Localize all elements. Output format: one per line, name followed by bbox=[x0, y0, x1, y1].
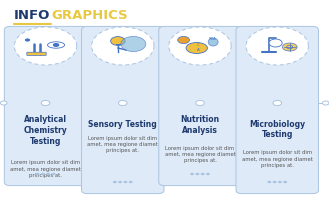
Text: Lorem ipsum dolor sit dim
amet, mea regione diamet
principes at.: Lorem ipsum dolor sit dim amet, mea regi… bbox=[10, 160, 81, 178]
Circle shape bbox=[113, 181, 117, 183]
Circle shape bbox=[283, 181, 287, 183]
Circle shape bbox=[118, 100, 127, 106]
Ellipse shape bbox=[208, 38, 218, 46]
Circle shape bbox=[190, 173, 194, 175]
Circle shape bbox=[41, 173, 45, 175]
Circle shape bbox=[273, 100, 282, 106]
Text: Lorem ipsum dolor sit dim
amet, mea regione diamet
principes at.: Lorem ipsum dolor sit dim amet, mea regi… bbox=[242, 150, 313, 168]
Circle shape bbox=[273, 181, 277, 183]
Ellipse shape bbox=[282, 43, 297, 51]
Text: Microbiology
Testing: Microbiology Testing bbox=[249, 120, 305, 139]
Circle shape bbox=[118, 181, 122, 183]
Circle shape bbox=[25, 38, 30, 42]
Circle shape bbox=[41, 100, 50, 106]
FancyBboxPatch shape bbox=[236, 26, 318, 194]
Circle shape bbox=[111, 37, 125, 45]
Text: Analytical
Chemistry
Testing: Analytical Chemistry Testing bbox=[24, 115, 67, 146]
Circle shape bbox=[14, 27, 77, 65]
Circle shape bbox=[267, 181, 271, 183]
Circle shape bbox=[201, 173, 205, 175]
Text: Nutrition
Analysis: Nutrition Analysis bbox=[180, 115, 219, 135]
Text: Lorem ipsum dolor sit dim
amet, mea regione diamet
principes at.: Lorem ipsum dolor sit dim amet, mea regi… bbox=[164, 146, 236, 163]
Ellipse shape bbox=[186, 43, 207, 53]
Circle shape bbox=[278, 181, 282, 183]
Text: INFO: INFO bbox=[13, 9, 50, 22]
Circle shape bbox=[91, 27, 154, 65]
Ellipse shape bbox=[47, 42, 64, 48]
Circle shape bbox=[206, 173, 210, 175]
Circle shape bbox=[51, 173, 55, 175]
Circle shape bbox=[178, 36, 190, 44]
FancyBboxPatch shape bbox=[159, 26, 241, 186]
FancyBboxPatch shape bbox=[82, 26, 164, 194]
Text: Lorem ipsum dolor sit dim
amet, mea regione diamet
principes at.: Lorem ipsum dolor sit dim amet, mea regi… bbox=[88, 136, 158, 153]
Text: C
A: C A bbox=[197, 43, 200, 52]
Circle shape bbox=[269, 39, 282, 47]
Circle shape bbox=[46, 173, 50, 175]
Circle shape bbox=[129, 181, 133, 183]
Circle shape bbox=[121, 36, 146, 52]
Circle shape bbox=[195, 173, 199, 175]
Text: Sensory Testing: Sensory Testing bbox=[89, 120, 157, 129]
Circle shape bbox=[246, 27, 309, 65]
FancyBboxPatch shape bbox=[4, 26, 87, 186]
Circle shape bbox=[123, 181, 127, 183]
Circle shape bbox=[169, 27, 231, 65]
Circle shape bbox=[53, 43, 59, 47]
Text: GRAPHICS: GRAPHICS bbox=[51, 9, 128, 22]
Circle shape bbox=[322, 101, 329, 105]
Circle shape bbox=[196, 100, 204, 106]
Text: RDA: RDA bbox=[209, 37, 216, 41]
FancyBboxPatch shape bbox=[27, 52, 46, 55]
Circle shape bbox=[0, 101, 7, 105]
Circle shape bbox=[36, 173, 40, 175]
